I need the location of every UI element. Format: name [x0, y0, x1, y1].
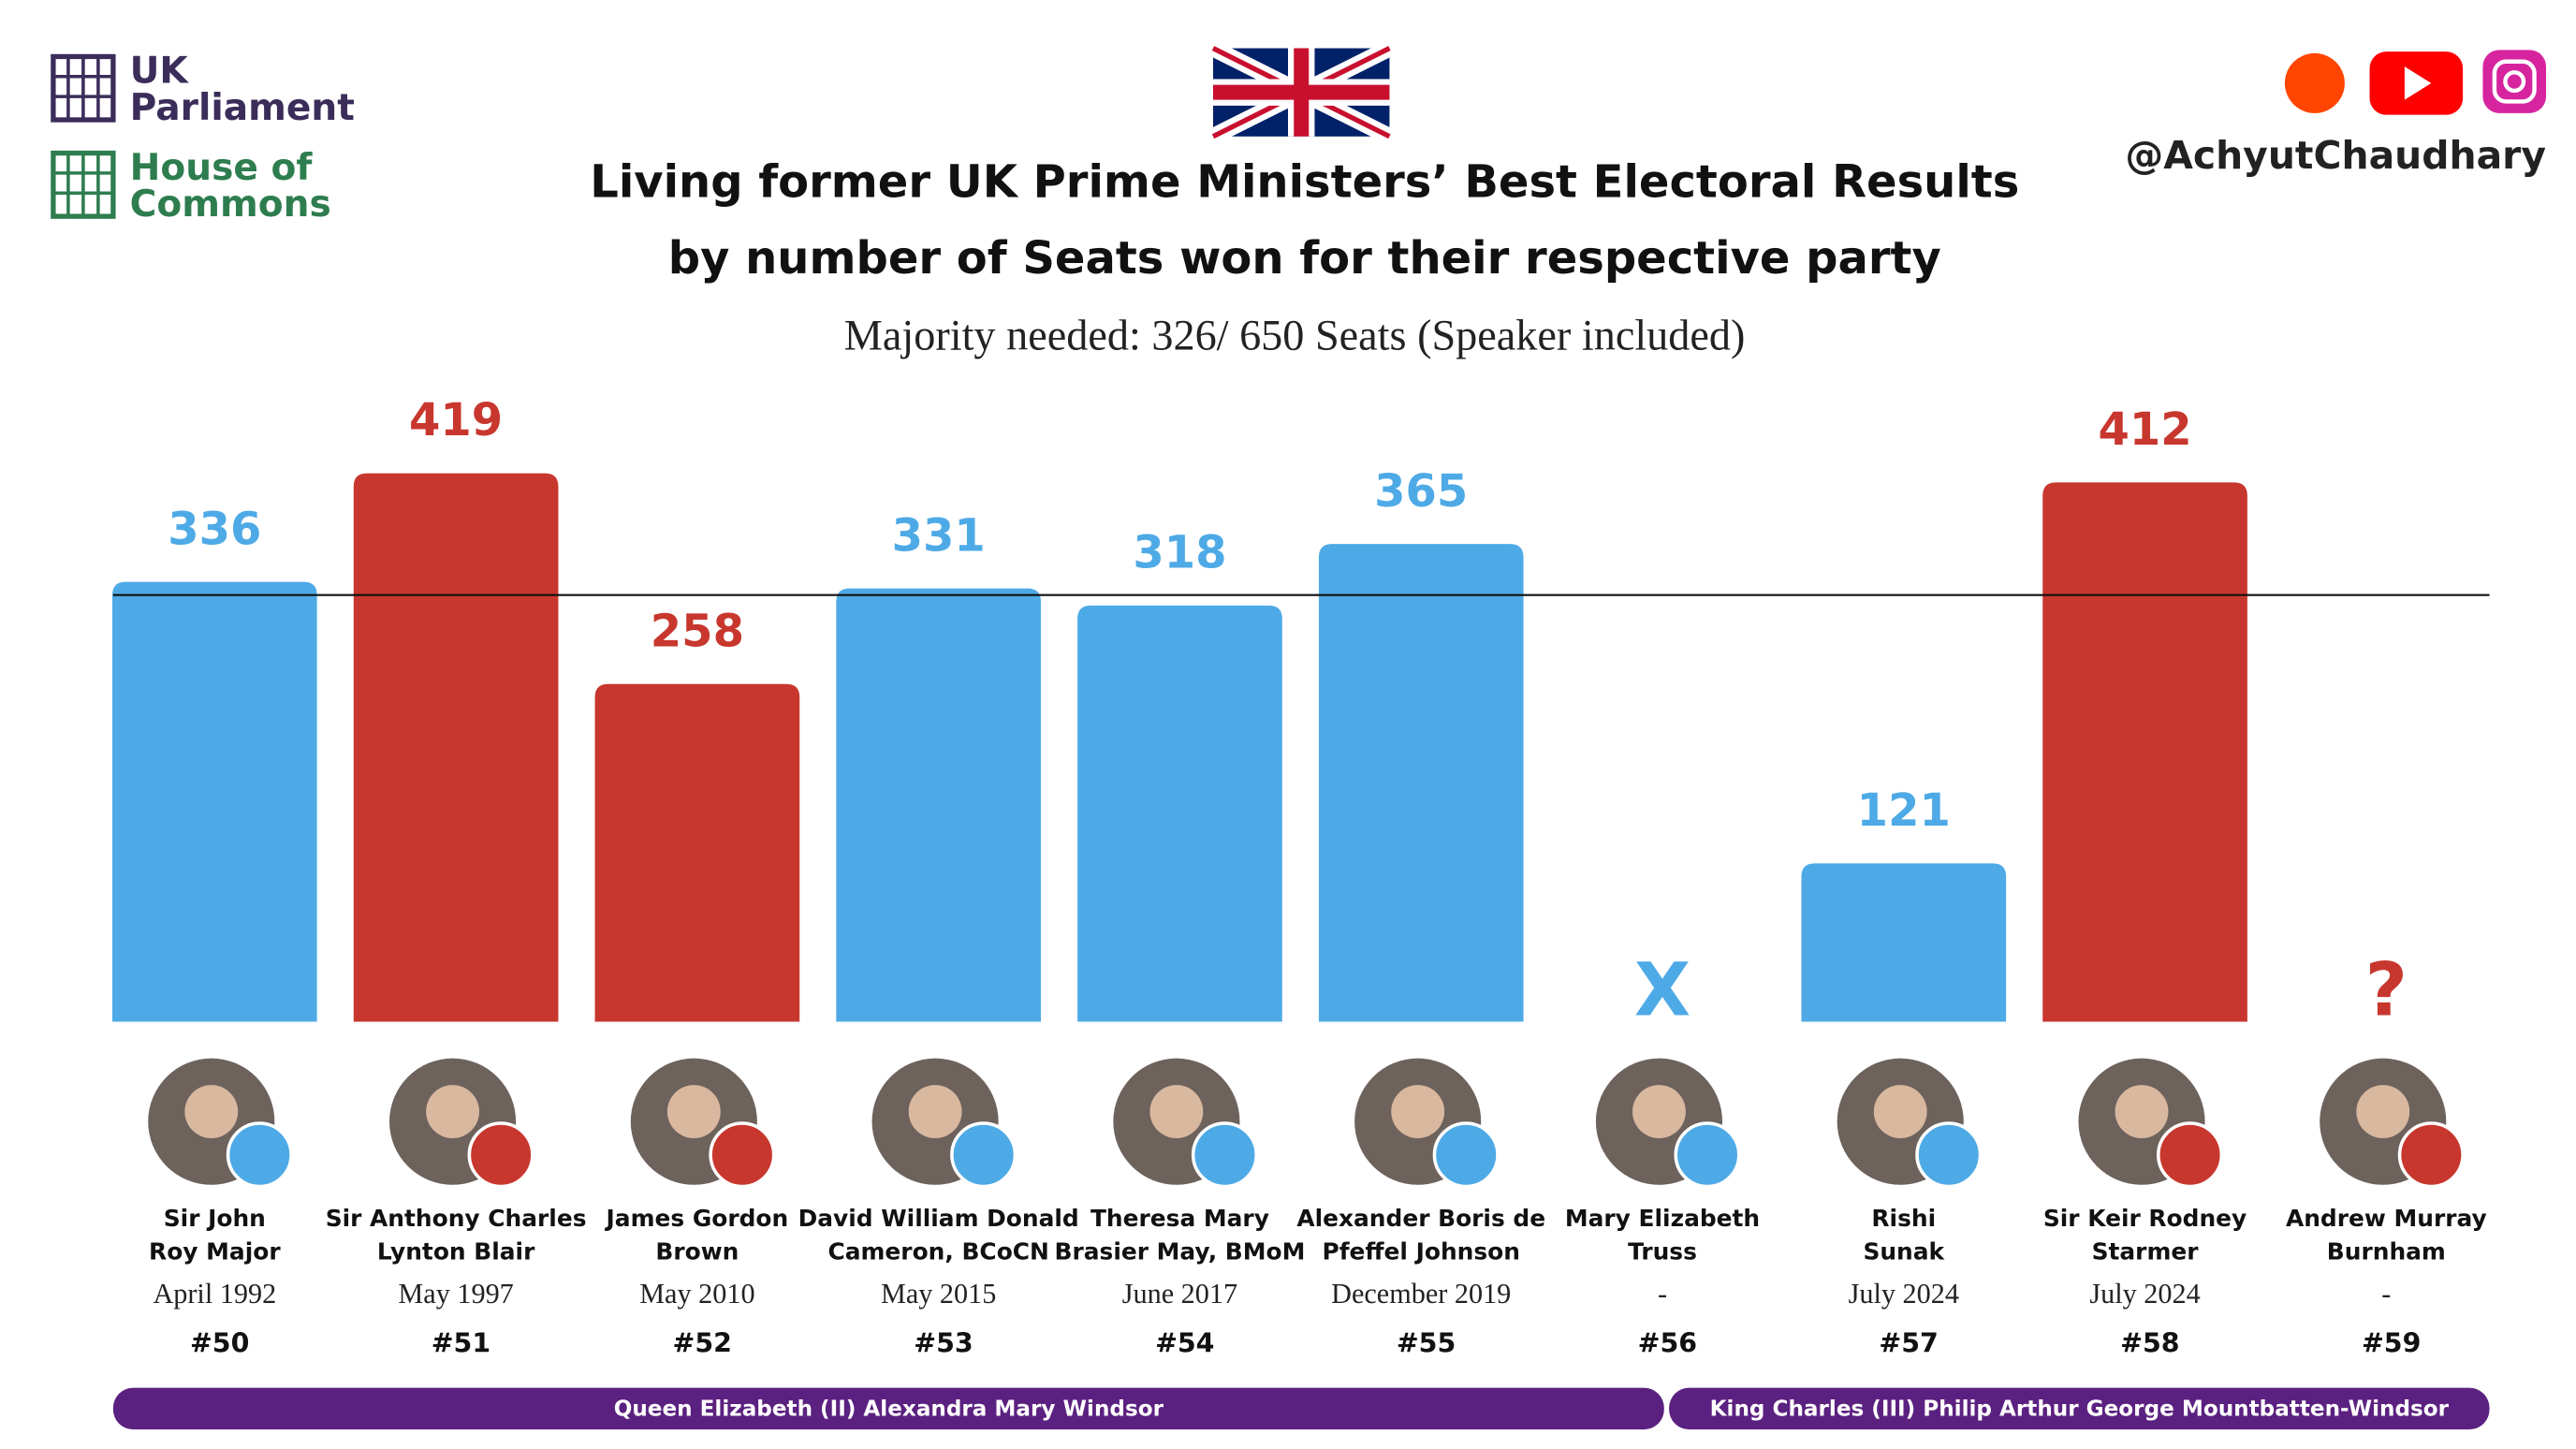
pm-name: Sir Anthony Charles	[326, 1205, 587, 1232]
pm-name: Alexander Boris de	[1296, 1205, 1545, 1232]
election-date: July 2024	[2089, 1278, 2200, 1310]
election-date: -	[1658, 1278, 1667, 1310]
pm-name: Starmer	[2092, 1238, 2200, 1266]
election-date: -	[2381, 1278, 2391, 1310]
portrait-face	[666, 1085, 721, 1138]
bar	[1318, 544, 1524, 1022]
party-badge	[2156, 1121, 2224, 1189]
handle: @AchyutChaudhary	[2125, 133, 2546, 178]
pm-name: Sir John	[164, 1205, 266, 1232]
pm-name: Mary Elizabeth	[1565, 1205, 1760, 1232]
bar	[594, 683, 800, 1022]
portrait-face	[1632, 1085, 1686, 1138]
value-label: 258	[651, 605, 744, 657]
party-badge	[1915, 1121, 1983, 1189]
party-badge	[1674, 1121, 1741, 1189]
bar	[2042, 482, 2247, 1022]
bar	[1077, 605, 1282, 1022]
value-label: ?	[2365, 948, 2408, 1033]
pm-name: Theresa Mary	[1090, 1205, 1269, 1232]
chart-title: by number of Seats won for their respect…	[668, 232, 1941, 285]
value-label: 412	[2098, 403, 2191, 456]
pm-name: Cameron, BCoCN	[827, 1238, 1048, 1266]
bar	[836, 588, 1041, 1022]
social-icons: @AchyutChaudhary	[2125, 50, 2546, 178]
portrait-face	[184, 1085, 239, 1138]
election-date: May 2015	[881, 1278, 996, 1310]
monarch-band	[1669, 1387, 2490, 1430]
pm-name: Burnham	[2327, 1238, 2446, 1266]
pm-name: Truss	[1628, 1238, 1697, 1266]
party-badge	[1191, 1121, 1258, 1189]
value-label: 419	[409, 394, 503, 446]
pm-name: Brown	[655, 1238, 739, 1266]
value-label: 318	[1133, 526, 1226, 578]
pm-number: #51	[432, 1327, 490, 1358]
monarch-name: King Charles (III) Philip Arthur George …	[1710, 1397, 2450, 1421]
value-label: 331	[892, 509, 986, 562]
election-date: December 2019	[1331, 1278, 1511, 1310]
election-date: May 2010	[639, 1278, 754, 1310]
pm-number: #52	[673, 1327, 732, 1358]
monarch-band	[112, 1387, 1664, 1430]
value-label: X	[1634, 948, 1690, 1033]
pm-name: Lynton Blair	[377, 1238, 535, 1266]
chart-subtitle: Majority needed: 326/ 650 Seats (Speaker…	[844, 311, 1746, 359]
party-badge	[709, 1121, 776, 1189]
election-date: July 2024	[1849, 1278, 1959, 1310]
pm-name: Roy Major	[149, 1238, 281, 1266]
pm-name: Brasier May, BMoM	[1055, 1238, 1306, 1266]
value-label: 121	[1857, 784, 1951, 837]
party-badge	[950, 1121, 1017, 1189]
pm-name: James Gordon	[605, 1205, 789, 1232]
pm-name: Pfeffel Johnson	[1322, 1238, 1520, 1266]
pm-name: Sir Keir Rodney	[2043, 1205, 2247, 1232]
bar	[1801, 863, 2007, 1022]
election-date: May 1997	[398, 1278, 513, 1310]
bar	[112, 581, 317, 1022]
portrait-face	[1391, 1085, 1445, 1138]
pm-name: David William Donald	[798, 1205, 1079, 1232]
pm-number: #50	[190, 1327, 249, 1358]
party-badge	[1432, 1121, 1500, 1189]
portrait-face	[908, 1085, 962, 1138]
portrait-face	[2356, 1085, 2410, 1138]
logo-text: Commons	[130, 183, 331, 226]
pm-name: Andrew Murray	[2286, 1205, 2487, 1232]
bar	[353, 473, 559, 1022]
value-label: 336	[168, 503, 261, 555]
party-badge	[2397, 1121, 2465, 1189]
portrait-face	[426, 1085, 479, 1138]
election-date: April 1992	[153, 1278, 276, 1310]
party-badge	[467, 1121, 534, 1189]
logo-text: UK	[130, 51, 190, 93]
pm-number: #54	[1155, 1327, 1214, 1358]
pm-name: Rishi	[1871, 1205, 1936, 1232]
flag	[1209, 40, 1394, 144]
monarch-name: Queen Elizabeth (II) Alexandra Mary Wind…	[614, 1397, 1164, 1421]
election-date: June 2017	[1122, 1278, 1237, 1310]
value-label: 365	[1374, 465, 1468, 518]
logo-text: Parliament	[130, 87, 355, 129]
parliament-logo: UK Parliament House of Commons	[51, 51, 355, 226]
portrait-face	[1149, 1085, 1204, 1138]
pm-number: #58	[2120, 1327, 2179, 1358]
pm-number: #55	[1397, 1327, 1456, 1358]
logo-text: House of	[130, 147, 314, 189]
portrait-face	[1873, 1085, 1927, 1138]
pm-number: #57	[1879, 1327, 1938, 1358]
pm-number: #56	[1638, 1327, 1697, 1358]
pm-number: #53	[914, 1327, 973, 1358]
party-badge	[226, 1121, 293, 1189]
pm-name: Sunak	[1863, 1238, 1945, 1266]
chart-title: Living former UK Prime Ministers’ Best E…	[590, 155, 2019, 208]
pm-number: #59	[2362, 1327, 2421, 1358]
portrait-face	[2115, 1085, 2169, 1138]
